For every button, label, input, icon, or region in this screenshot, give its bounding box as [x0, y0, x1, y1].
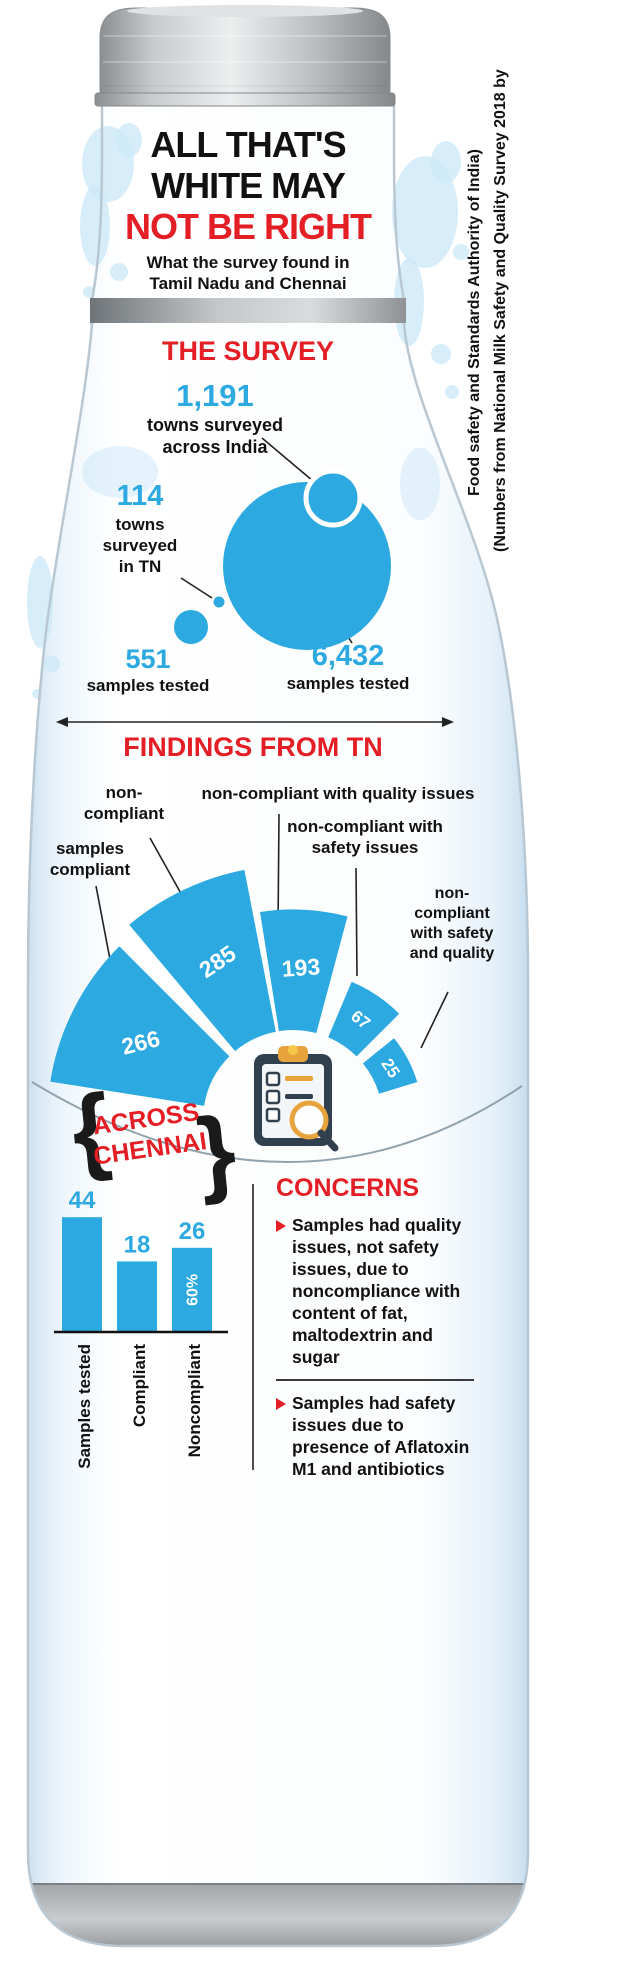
india-samples-bubble — [223, 482, 391, 650]
india-samples-label: samples tested — [286, 674, 410, 693]
tn-towns-label-3: in TN — [118, 557, 162, 576]
india-samples-value: 6,432 — [311, 640, 385, 672]
concerns-heading: CONCERNS — [276, 1174, 420, 1202]
fan-wedge-value: 193 — [281, 953, 321, 982]
india-towns-label: towns surveyed across India — [125, 414, 305, 458]
concern-item: Samples had safety issues due to presenc… — [276, 1392, 474, 1480]
chennai-bar-value: 26 — [179, 1218, 206, 1245]
bottle-shoulder-band — [90, 298, 406, 323]
fan-label-noncompliant: non-compliant — [83, 783, 165, 823]
paint-splashes — [27, 123, 469, 699]
tn-towns-bubble — [213, 596, 225, 608]
concern-text: Samples had safety issues due to presenc… — [292, 1393, 470, 1479]
tn-samples-label: samples tested — [86, 676, 210, 695]
chennai-bar-value: 44 — [69, 1187, 96, 1214]
chennai-bar-label: Noncompliant — [185, 1344, 204, 1458]
fan-label-quality: non-compliant with quality issues — [201, 784, 475, 803]
fan-wedge — [328, 981, 400, 1057]
fan-label-safety: non-compliant with safety issues — [287, 817, 443, 857]
fan-wedge — [260, 909, 348, 1034]
chennai-bar — [62, 1217, 102, 1332]
india-towns-label-1: towns surveyed — [146, 415, 284, 435]
headline: ALL THAT'S WHITE MAY NOT BE RIGHT — [98, 124, 398, 247]
source-note-line-2: Food safety and Standards Authority of I… — [466, 149, 483, 496]
tn-towns-label: towns surveyed in TN — [95, 514, 185, 577]
fan-label-safety-quality: non-compliant with safety and quality — [409, 885, 495, 962]
chennai-bar-value: 18 — [124, 1231, 151, 1258]
survey-divider-arrow — [56, 717, 454, 727]
fan-wedge — [362, 1038, 418, 1094]
magnifier-lens-icon — [289, 1100, 329, 1140]
findings-heading: FINDINGS FROM TN — [123, 732, 383, 762]
survey-heading: THE SURVEY — [161, 336, 335, 366]
headline-line-1: ALL THAT'S — [150, 124, 346, 165]
chennai-bar — [172, 1247, 212, 1332]
tn-towns-value: 114 — [116, 480, 164, 512]
tn-towns-label-2: surveyed — [102, 536, 178, 555]
chennai-bar — [117, 1261, 157, 1332]
arrow-bullet-icon — [276, 1398, 286, 1410]
concerns-list: Samples had quality issues, not safety i… — [276, 1214, 474, 1482]
arrow-bullet-icon — [276, 1220, 286, 1232]
headline-line-3: NOT BE RIGHT — [125, 206, 372, 247]
subtitle: What the survey found in Tamil Nadu and … — [98, 252, 398, 294]
india-towns-bubble — [303, 468, 363, 528]
tn-towns-label-1: towns — [115, 515, 165, 534]
headline-line-2: WHITE MAY — [151, 165, 346, 206]
chennai-bar-label: Compliant — [130, 1344, 149, 1427]
bottle-cap — [94, 5, 396, 107]
fan-wedge — [129, 869, 276, 1052]
concerns-rule — [276, 1379, 474, 1381]
bottle-outline — [26, 102, 530, 1948]
subtitle-line-1: What the survey found in — [146, 253, 350, 272]
subtitle-line-2: Tamil Nadu and Chennai — [149, 274, 347, 293]
concern-text: Samples had quality issues, not safety i… — [292, 1215, 462, 1367]
india-towns-value: 1,191 — [176, 378, 254, 413]
source-note-line-1: (Numbers from National Milk Safety and Q… — [492, 69, 509, 552]
fan-wedge — [50, 946, 230, 1106]
tn-samples-value: 551 — [125, 644, 171, 674]
separator-arc — [31, 1081, 523, 1163]
concern-item: Samples had quality issues, not safety i… — [276, 1214, 474, 1368]
chennai-bar-label: Samples tested — [75, 1344, 94, 1469]
india-towns-label-2: across India — [162, 437, 268, 457]
chennai-bar-annotation: 60% — [185, 1274, 202, 1306]
fan-label-compliant: samples compliant — [49, 839, 131, 879]
clipboard-magnifier-icon — [254, 1045, 339, 1152]
bottle-base — [28, 1884, 528, 1946]
tn-samples-bubble — [174, 610, 208, 644]
